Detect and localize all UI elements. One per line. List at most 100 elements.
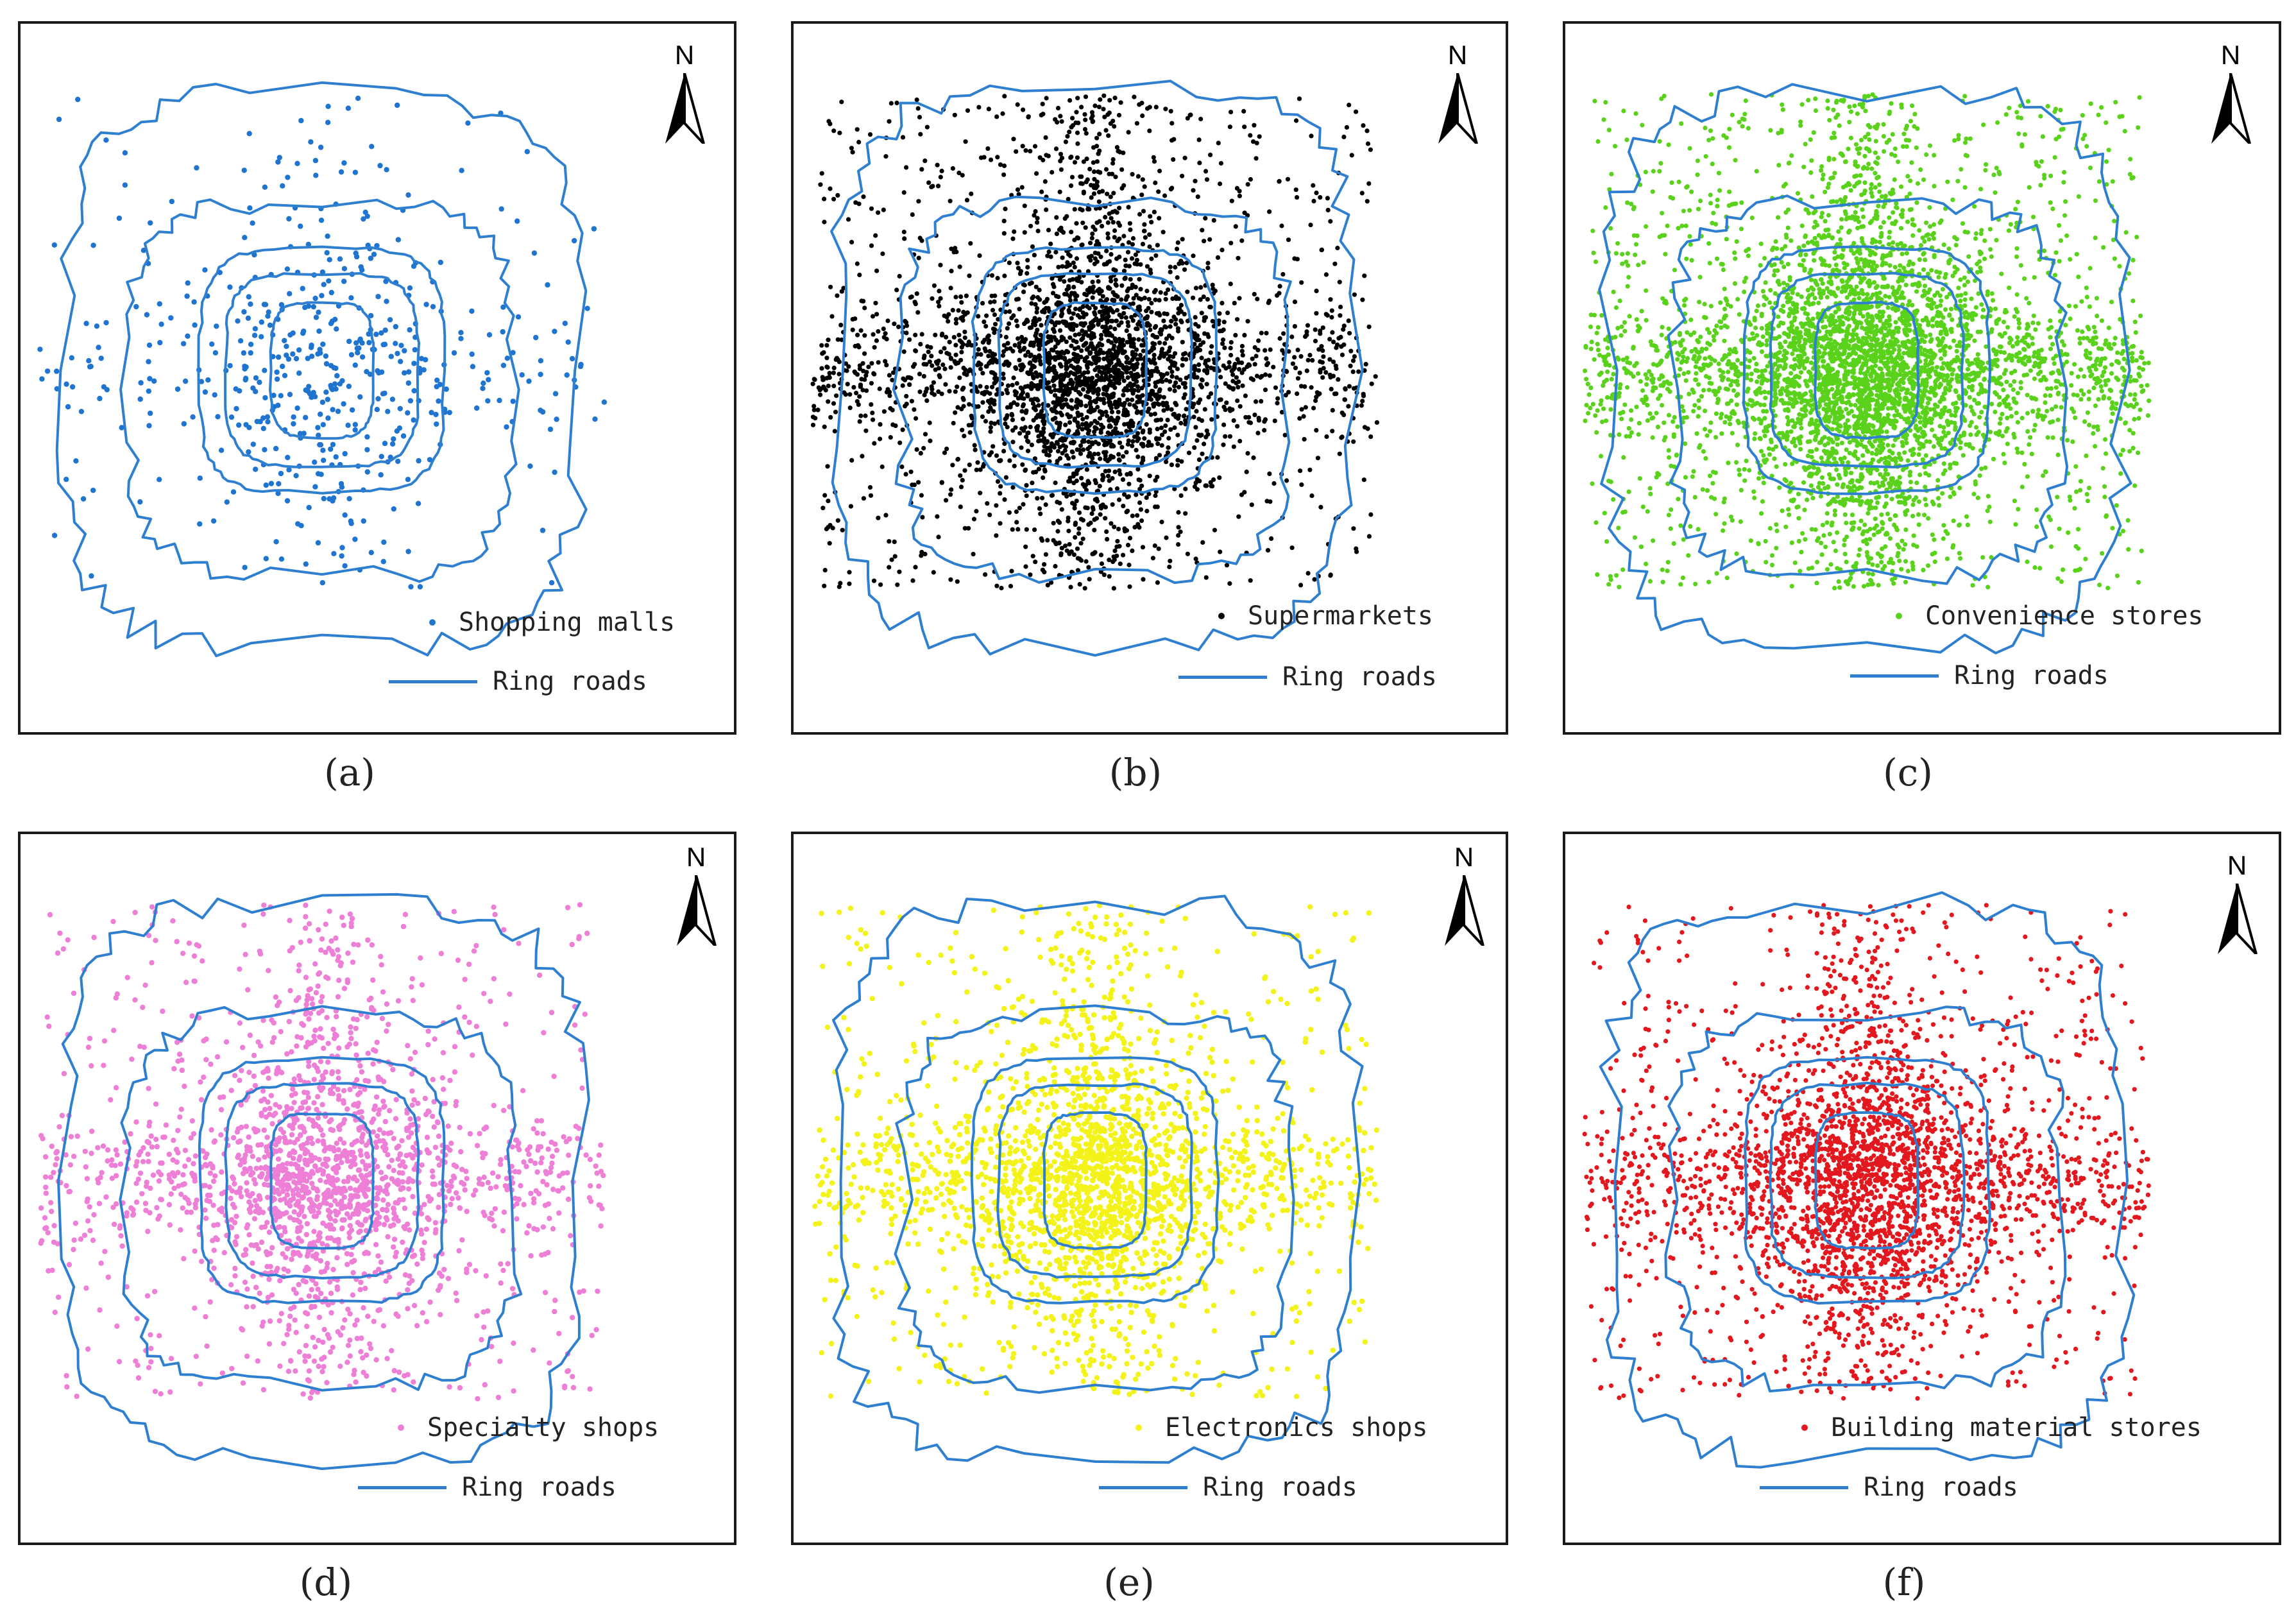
poi-point <box>1067 278 1073 283</box>
poi-point <box>1089 336 1094 341</box>
poi-point <box>385 409 391 415</box>
poi-point <box>241 167 247 173</box>
poi-point <box>1366 324 1372 329</box>
poi-point <box>1072 506 1077 511</box>
poi-point <box>1002 441 1007 447</box>
poi-point <box>1128 470 1133 476</box>
poi-point <box>1133 405 1139 410</box>
poi-point <box>242 565 248 570</box>
poi-point <box>1109 367 1114 372</box>
poi-point <box>1808 483 1814 488</box>
poi-point <box>397 406 403 411</box>
poi-point <box>1286 349 1291 354</box>
poi-point <box>234 406 239 412</box>
poi-point <box>1237 296 1242 301</box>
poi-point <box>69 355 75 361</box>
poi-point <box>1037 287 1042 293</box>
poi-point <box>903 404 908 409</box>
poi-point <box>1161 408 1166 413</box>
poi-point <box>1071 327 1076 332</box>
legend-poi: Shopping malls <box>429 608 675 637</box>
poi-point <box>1031 470 1036 475</box>
poi-point <box>1164 535 1169 540</box>
poi-point <box>993 321 998 327</box>
poi-point <box>1151 155 1156 160</box>
poi-point <box>341 160 347 166</box>
poi-point <box>320 447 326 453</box>
poi-point <box>877 386 882 391</box>
poi-point <box>1028 149 1033 154</box>
poi-point <box>565 339 571 345</box>
poi-point <box>1883 193 1888 199</box>
poi-point <box>883 513 889 518</box>
poi-point <box>1271 481 1277 486</box>
poi-point <box>1141 228 1147 234</box>
poi-point <box>1264 356 1269 361</box>
poi-point <box>1101 107 1106 112</box>
poi-point <box>1053 323 1058 328</box>
poi-point <box>1676 226 1681 231</box>
poi-point <box>251 332 258 338</box>
poi-point <box>1339 410 1345 415</box>
poi-point <box>949 356 954 361</box>
poi-point <box>1221 327 1226 332</box>
poi-point <box>1109 409 1115 415</box>
poi-point <box>308 139 314 145</box>
poi-point <box>274 369 280 375</box>
poi-point <box>1089 183 1094 188</box>
poi-point <box>1091 191 1097 196</box>
poi-point <box>1958 277 1963 282</box>
poi-point <box>1076 526 1082 531</box>
poi-point <box>839 338 844 343</box>
poi-point <box>818 182 823 187</box>
poi-point <box>1303 405 1308 410</box>
poi-point <box>564 372 570 378</box>
poi-point <box>1347 384 1352 389</box>
poi-point <box>1126 205 1131 210</box>
poi-point <box>54 368 60 374</box>
poi-point <box>1075 429 1080 434</box>
poi-point <box>984 384 989 390</box>
poi-point <box>895 582 900 587</box>
poi-point <box>1756 476 1762 481</box>
poi-point <box>411 361 417 366</box>
poi-point <box>951 420 956 426</box>
poi-point <box>831 365 837 371</box>
poi-point <box>1277 284 1282 289</box>
poi-point <box>1199 355 1204 361</box>
poi-point <box>1169 318 1174 323</box>
poi-point <box>1064 548 1069 553</box>
poi-point <box>901 229 906 235</box>
poi-point <box>1354 546 1359 551</box>
poi-point <box>1243 393 1248 398</box>
poi-point <box>357 336 363 342</box>
poi-point <box>1168 427 1173 432</box>
poi-point <box>1242 124 1247 130</box>
poi-point <box>1057 400 1062 406</box>
poi-point <box>1802 508 1807 513</box>
poi-point <box>1248 176 1253 182</box>
poi-point <box>871 371 876 376</box>
poi-point <box>1029 280 1034 286</box>
legend-ring-roads: Ring roads <box>1178 662 1437 692</box>
poi-point <box>904 165 909 170</box>
poi-point <box>1314 288 1319 293</box>
poi-point <box>1130 235 1136 241</box>
poi-point <box>1811 130 1816 135</box>
poi-point <box>953 321 959 326</box>
poi-point <box>1130 513 1135 518</box>
poi-point <box>1229 241 1234 246</box>
poi-point <box>870 314 876 319</box>
poi-point <box>1028 223 1033 228</box>
poi-point <box>1067 475 1073 481</box>
poi-point <box>1939 298 1944 303</box>
poi-point <box>1139 386 1144 391</box>
poi-point <box>227 284 233 290</box>
poi-point <box>357 394 363 400</box>
poi-point <box>1083 505 1088 510</box>
poi-point <box>1851 584 1856 589</box>
poi-point <box>1023 410 1028 415</box>
poi-point <box>1153 180 1158 185</box>
poi-point <box>1024 434 1029 440</box>
poi-point <box>1735 357 1740 363</box>
